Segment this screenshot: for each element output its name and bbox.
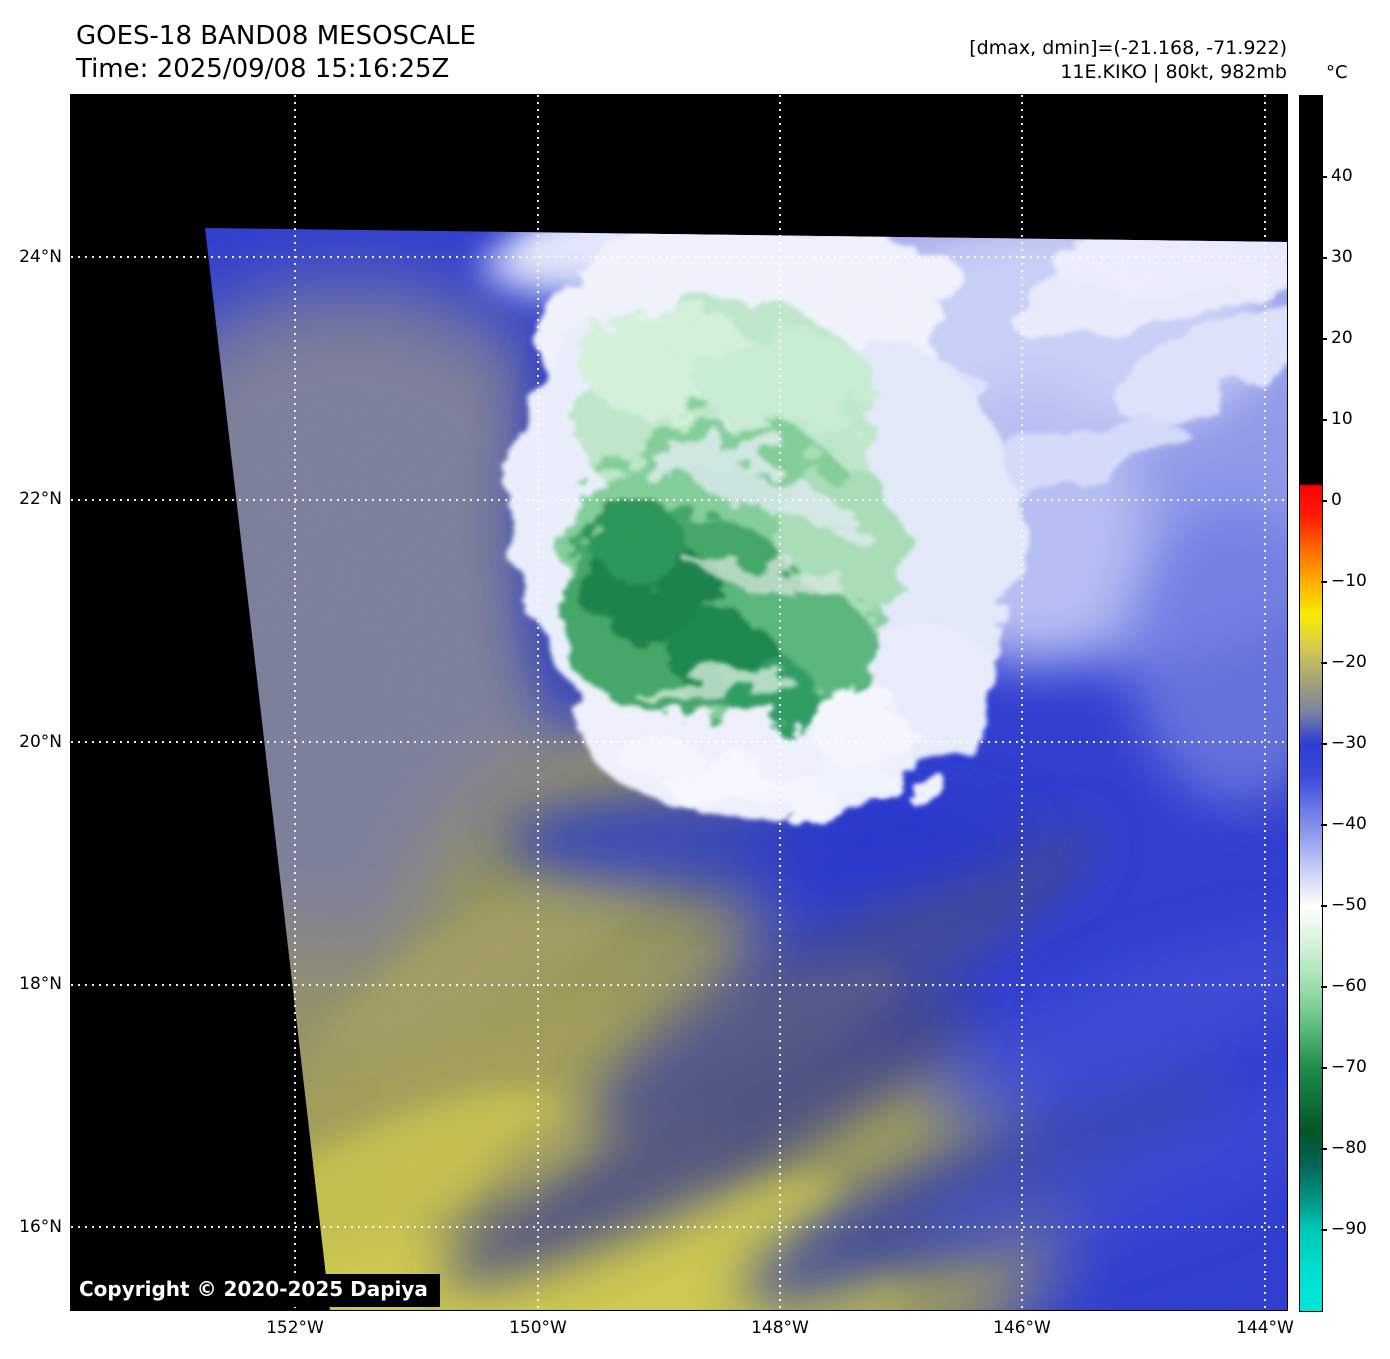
colorbar-tick-label: 30 — [1321, 247, 1353, 267]
colorbar-tick-label: 0 — [1321, 490, 1342, 510]
lat-tick-label: 16°N — [19, 1217, 62, 1237]
colorbar-tick-label: −50 — [1321, 895, 1367, 915]
lat-tick-label: 18°N — [19, 974, 62, 994]
colorbar-tick-label: −70 — [1321, 1057, 1367, 1077]
satellite-imagery — [205, 228, 1287, 1310]
colorbar-unit-label: °C — [1326, 62, 1348, 83]
lon-tick-label: 144°W — [1236, 1318, 1294, 1338]
colorbar — [1299, 95, 1323, 1312]
lon-tick-label: 148°W — [751, 1318, 809, 1338]
colorbar-tick-label: −10 — [1321, 571, 1367, 591]
storm-info: 11E.KIKO | 80kt, 982mb — [1060, 61, 1287, 83]
colorbar-tick-label: −60 — [1321, 976, 1367, 996]
lat-tick-label: 22°N — [19, 489, 62, 509]
lon-tick-label: 146°W — [993, 1318, 1051, 1338]
product-title: GOES-18 BAND08 MESOSCALE — [76, 21, 476, 51]
colorbar-tick-label: −80 — [1321, 1138, 1367, 1158]
colorbar-tick-label: 40 — [1321, 166, 1353, 186]
product-time: Time: 2025/09/08 15:16:25Z — [76, 54, 450, 84]
colorbar-tick-label: 20 — [1321, 328, 1353, 348]
header-meta: [dmax, dmin]=(-21.168, -71.922) 11E.KIKO… — [969, 36, 1287, 84]
dmax-dmin-readout: [dmax, dmin]=(-21.168, -71.922) — [969, 37, 1287, 59]
lon-tick-label: 152°W — [266, 1318, 324, 1338]
lat-tick-label: 20°N — [19, 732, 62, 752]
header: GOES-18 BAND08 MESOSCALE Time: 2025/09/0… — [76, 20, 476, 86]
colorbar-tick-label: −40 — [1321, 814, 1367, 834]
copyright-badge: Copyright © 2020-2025 Dapiya — [71, 1274, 440, 1307]
colorbar-tick-label: −20 — [1321, 652, 1367, 672]
lon-tick-label: 150°W — [509, 1318, 567, 1338]
colorbar-tick-label: −30 — [1321, 733, 1367, 753]
lat-tick-label: 24°N — [19, 247, 62, 267]
colorbar-tick-label: −90 — [1321, 1219, 1367, 1239]
satellite-map: Copyright © 2020-2025 Dapiya — [70, 94, 1288, 1311]
colorbar-tick-label: 10 — [1321, 409, 1353, 429]
